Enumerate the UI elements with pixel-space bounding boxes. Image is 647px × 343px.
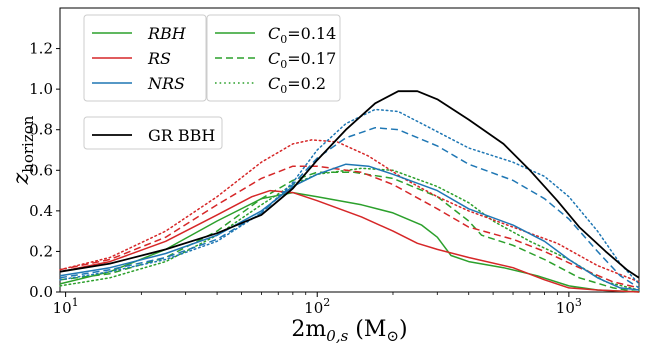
legend-box [206, 14, 341, 102]
x-tick-label: 102 [304, 296, 330, 317]
series-line-gr-bbh [59, 90, 640, 279]
legend-entry-label: C0=0.2 [268, 74, 326, 96]
y-tick-label: 0.2 [29, 242, 53, 260]
series-line-nrs-c0-02 [59, 108, 640, 285]
series-line-nrs-c0-017 [59, 126, 640, 289]
legend-entry-label: C0=0.17 [268, 49, 336, 71]
y-tick-label: 0.0 [29, 283, 53, 301]
axes-layer: 0.0 0.2 0.4 0.6 0.8 1.0 1.2 101 102 103 [29, 40, 582, 317]
legend-entry-label: GR BBH [148, 126, 215, 145]
legend-entry-label: NRS [147, 74, 185, 93]
legend-box [83, 116, 223, 150]
legend-entry-label: RS [147, 49, 171, 68]
y-tick-label: 0.4 [29, 202, 53, 220]
legend-layer: RBH RS NRS C0=0.14 C0=0.17 C0=0.2 GR BBH [83, 14, 341, 150]
series-line-rbh-c0-017 [59, 171, 640, 293]
y-axis-label: zhorizon [9, 115, 37, 185]
series-line-rbh-c0-02 [59, 167, 640, 291]
y-tick-label: 0.8 [29, 121, 53, 139]
series-line-nrs-c0-014 [59, 163, 640, 291]
x-tick-label: 101 [53, 296, 79, 317]
series-line-rs-c0-02 [59, 139, 640, 283]
series-layer [59, 90, 640, 293]
series-line-rs-c0-017 [59, 165, 640, 289]
legend-entry-label: C0=0.14 [268, 24, 336, 46]
series-line-rbh-c0-014 [59, 191, 640, 293]
legend-entry-label: RBH [147, 24, 187, 43]
x-tick-label: 103 [556, 296, 582, 317]
y-tick-label: 1.0 [29, 80, 53, 98]
series-line-rs-c0-014 [59, 189, 640, 293]
y-tick-label: 1.2 [29, 40, 53, 58]
plot-frame [59, 7, 640, 293]
y-tick-label: 0.6 [29, 161, 53, 179]
x-axis-label: 2m0,s (M⊙) [291, 317, 407, 343]
legend-box [83, 14, 207, 102]
